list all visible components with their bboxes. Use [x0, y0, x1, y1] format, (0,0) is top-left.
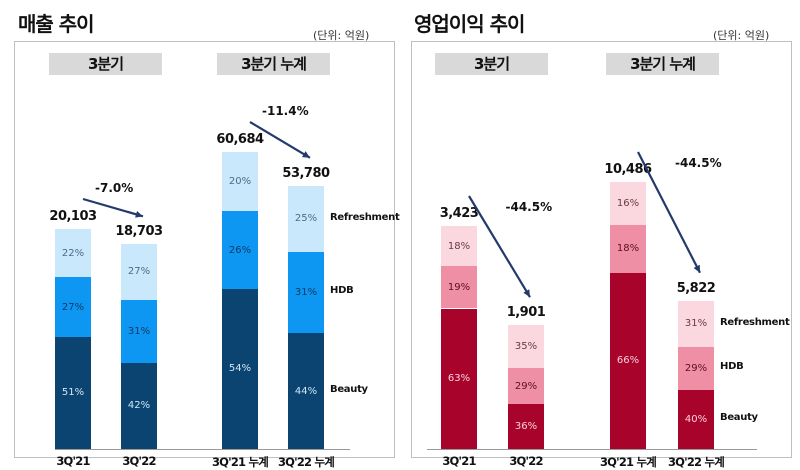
stacked-bar: 51% 27% 22%	[55, 229, 91, 449]
change-label: -44.5%	[505, 200, 553, 214]
change-label: -7.0%	[95, 181, 134, 195]
chart-panel: 3분기 63% 19% 18% 3,423 3Q'21 36% 29% 35% 1,901 3Q'2…	[411, 41, 792, 469]
bar-segment-beauty: 51%	[55, 336, 91, 449]
change-arrow-icon	[468, 195, 531, 298]
change-label: -11.4%	[262, 104, 309, 118]
legend-refreshment: Refreshment	[720, 316, 790, 328]
legend-hdb: HDB	[720, 361, 744, 373]
total-label: 5,822	[676, 280, 716, 296]
bar-segment-hdb: 31%	[288, 251, 324, 334]
bar-segment-hdb: 31%	[121, 299, 157, 363]
legend-hdb: HDB	[330, 285, 354, 297]
change-label: -44.5%	[675, 156, 722, 170]
unit-label: (단위: 억원)	[713, 29, 770, 42]
group-label: 3분기	[435, 53, 548, 75]
bar-segment-hdb: 19%	[441, 266, 477, 309]
stacked-bar: 40% 29% 31%	[678, 300, 714, 449]
bar-segment-hdb: 27%	[55, 277, 91, 337]
bar-segment-refreshment: 18%	[441, 226, 477, 267]
bar-segment-hdb: 29%	[678, 346, 714, 390]
x-tick-label: 3Q'22	[122, 454, 156, 468]
group-label: 3분기 누계	[606, 53, 719, 75]
legend-refreshment: Refreshment	[330, 211, 400, 223]
bar-segment-beauty: 40%	[678, 389, 714, 449]
bar-segment-refreshment: 27%	[121, 244, 157, 300]
bar-segment-hdb: 18%	[610, 224, 646, 273]
total-label: 20,103	[49, 209, 97, 224]
bar-segment-beauty: 63%	[441, 308, 477, 449]
total-label: 1,901	[506, 305, 546, 321]
chart-title: 매출 추이	[18, 12, 95, 36]
bar-segment-refreshment: 16%	[610, 182, 646, 225]
group-label: 3분기	[49, 53, 162, 75]
stacked-bar: 66% 18% 16%	[610, 182, 646, 449]
x-tick-label: 3Q'21	[56, 454, 90, 468]
x-tick-label: 3Q'22 누계	[277, 455, 335, 469]
total-label: 3,423	[439, 206, 479, 221]
group-label: 3분기 누계	[217, 53, 330, 75]
change-arrow-icon	[637, 151, 701, 274]
change-arrow-icon	[82, 197, 144, 218]
bar-segment-beauty: 44%	[288, 333, 324, 449]
x-tick-label: 3Q'21	[442, 454, 476, 468]
x-tick-label: 3Q'22	[509, 454, 543, 468]
bar-segment-beauty: 42%	[121, 363, 157, 449]
x-tick-label: 3Q'21 누계	[211, 455, 269, 469]
stacked-bar: 63% 19% 18%	[441, 226, 477, 449]
bar-segment-refreshment: 25%	[288, 185, 324, 252]
x-axis-baseline	[55, 449, 350, 450]
chart-title: 영업이익 추이	[414, 12, 525, 36]
chart-panel: 3분기 51% 27% 22% 20,103 3Q'21 42% 31% 27% 18,703 3Q…	[14, 41, 400, 469]
x-axis-baseline	[427, 449, 757, 450]
unit-label: (단위: 억원)	[313, 29, 370, 42]
bar-segment-hdb: 29%	[508, 368, 544, 405]
stacked-bar: 42% 31% 27%	[121, 244, 157, 449]
stacked-bar: 36% 29% 35%	[508, 325, 544, 449]
bar-segment-refreshment: 22%	[55, 229, 91, 278]
bar-segment-beauty: 36%	[508, 404, 544, 449]
total-label: 18,703	[115, 224, 163, 240]
total-label: 10,486	[604, 162, 652, 177]
total-label: 53,780	[282, 165, 330, 181]
x-tick-label: 3Q'21 누계	[599, 455, 657, 469]
legend-beauty: Beauty	[330, 384, 368, 396]
x-tick-label: 3Q'22 누계	[667, 455, 725, 469]
legend-beauty: Beauty	[720, 412, 758, 424]
change-arrow-icon	[249, 121, 311, 159]
bar-segment-refreshment: 35%	[508, 325, 544, 369]
bar-segment-hdb: 26%	[222, 211, 258, 289]
stacked-bar: 44% 31% 25%	[288, 185, 324, 449]
bar-segment-beauty: 66%	[610, 272, 646, 449]
bar-segment-beauty: 54%	[222, 288, 258, 449]
bar-segment-refreshment: 20%	[222, 152, 258, 212]
total-label: 60,684	[216, 132, 264, 147]
stacked-bar: 54% 26% 20%	[222, 152, 258, 449]
bar-segment-refreshment: 31%	[678, 300, 714, 347]
